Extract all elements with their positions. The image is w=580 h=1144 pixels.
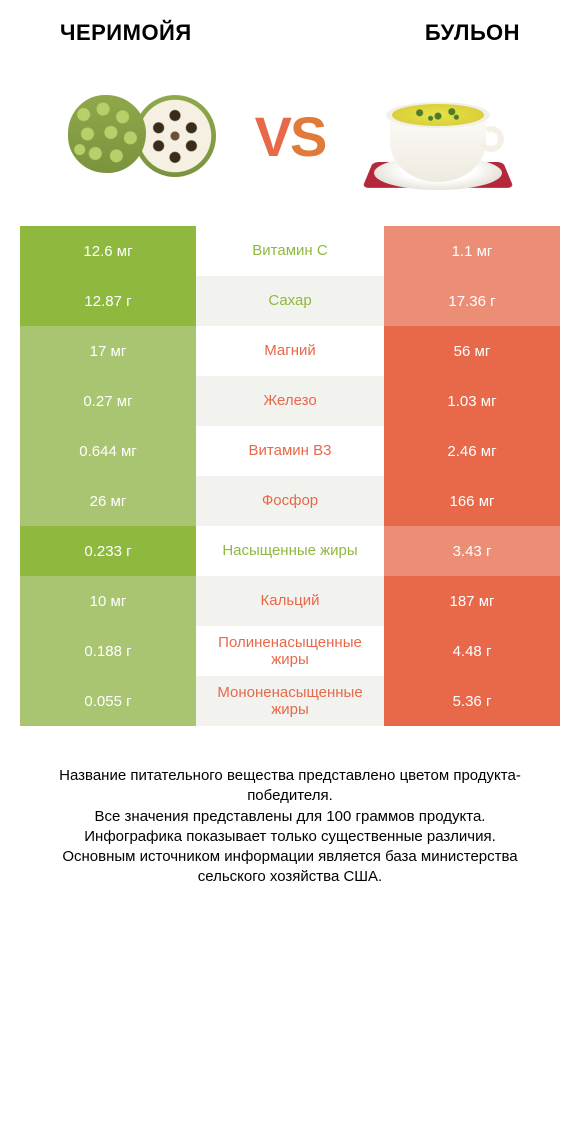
left-value-cell: 0.644 мг bbox=[20, 426, 196, 476]
right-value-cell: 17.36 г bbox=[384, 276, 560, 326]
footer-line: Все значения представлены для 100 граммо… bbox=[40, 807, 540, 827]
left-value-cell: 26 мг bbox=[20, 476, 196, 526]
left-value-cell: 12.6 мг bbox=[20, 226, 196, 276]
left-value-cell: 0.188 г bbox=[20, 626, 196, 676]
hero-row: VS bbox=[0, 56, 580, 226]
table-row: 17 мгМагний56 мг bbox=[20, 326, 560, 376]
nutrient-label: Витамин C bbox=[196, 226, 384, 276]
cherimoya-icon bbox=[68, 95, 216, 177]
nutrient-label: Полиненасыщенные жиры bbox=[196, 626, 384, 676]
footer-line: Инфографика показывает только существенн… bbox=[40, 827, 540, 847]
nutrient-label: Витамин B3 bbox=[196, 426, 384, 476]
right-product-title: БУЛЬОН bbox=[425, 20, 520, 46]
nutrient-label: Железо bbox=[196, 376, 384, 426]
table-row: 0.233 гНасыщенные жиры3.43 г bbox=[20, 526, 560, 576]
nutrient-label: Кальций bbox=[196, 576, 384, 626]
table-row: 0.188 гПолиненасыщенные жиры4.48 г bbox=[20, 626, 560, 676]
vs-label: VS bbox=[255, 104, 326, 169]
table-row: 0.644 мгВитамин B32.46 мг bbox=[20, 426, 560, 476]
right-value-cell: 166 мг bbox=[384, 476, 560, 526]
left-product-image bbox=[40, 95, 245, 177]
nutrient-label: Магний bbox=[196, 326, 384, 376]
right-value-cell: 4.48 г bbox=[384, 626, 560, 676]
left-value-cell: 0.233 г bbox=[20, 526, 196, 576]
vs-letter-v: V bbox=[255, 105, 290, 168]
nutrient-label: Фосфор bbox=[196, 476, 384, 526]
left-value-cell: 12.87 г bbox=[20, 276, 196, 326]
right-value-cell: 2.46 мг bbox=[384, 426, 560, 476]
left-value-cell: 10 мг bbox=[20, 576, 196, 626]
right-value-cell: 5.36 г bbox=[384, 676, 560, 726]
right-value-cell: 187 мг bbox=[384, 576, 560, 626]
vs-letter-s: S bbox=[290, 105, 325, 168]
left-product-title: ЧЕРИМОЙЯ bbox=[60, 20, 192, 46]
right-value-cell: 3.43 г bbox=[384, 526, 560, 576]
table-row: 0.055 гМононенасыщенные жиры5.36 г bbox=[20, 676, 560, 726]
right-value-cell: 56 мг bbox=[384, 326, 560, 376]
table-row: 0.27 мгЖелезо1.03 мг bbox=[20, 376, 560, 426]
table-row: 26 мгФосфор166 мг bbox=[20, 476, 560, 526]
right-value-cell: 1.1 мг bbox=[384, 226, 560, 276]
footer-line: Основным источником информации является … bbox=[40, 847, 540, 888]
left-value-cell: 0.055 г bbox=[20, 676, 196, 726]
header: ЧЕРИМОЙЯ БУЛЬОН bbox=[0, 0, 580, 56]
footer-line: Название питательного вещества представл… bbox=[40, 766, 540, 807]
nutrient-label: Мононенасыщенные жиры bbox=[196, 676, 384, 726]
left-value-cell: 17 мг bbox=[20, 326, 196, 376]
left-value-cell: 0.27 мг bbox=[20, 376, 196, 426]
nutrient-label: Насыщенные жиры bbox=[196, 526, 384, 576]
comparison-table: 12.6 мгВитамин C1.1 мг12.87 гСахар17.36 … bbox=[20, 226, 560, 726]
table-row: 10 мгКальций187 мг bbox=[20, 576, 560, 626]
broth-icon bbox=[358, 76, 518, 196]
table-row: 12.6 мгВитамин C1.1 мг bbox=[20, 226, 560, 276]
table-row: 12.87 гСахар17.36 г bbox=[20, 276, 560, 326]
nutrient-label: Сахар bbox=[196, 276, 384, 326]
right-value-cell: 1.03 мг bbox=[384, 376, 560, 426]
footer-note: Название питательного вещества представл… bbox=[20, 726, 560, 888]
right-product-image bbox=[335, 76, 540, 196]
